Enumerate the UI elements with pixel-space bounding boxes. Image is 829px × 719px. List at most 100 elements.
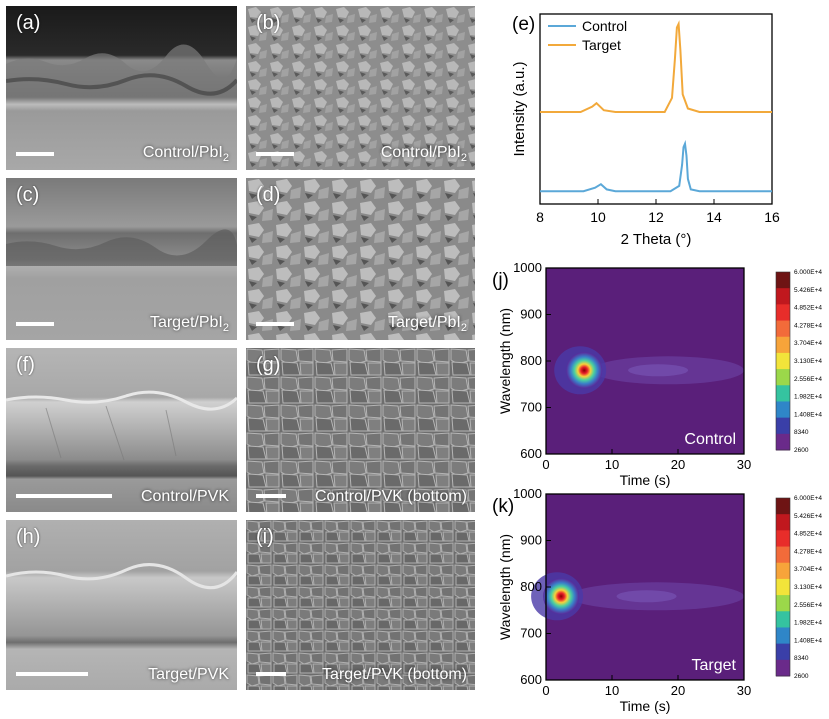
colorbar-segment [776,336,790,354]
colorbar-segment [776,433,790,451]
sem-image-g [246,348,475,512]
heatmap-annotation: Target [692,657,737,674]
colorbar-segment [776,562,790,580]
colorbar-segment [776,611,790,628]
sem-panel-b: (b) Control/PbI2 [246,6,475,170]
colorbar-tick-label: 1.982E+4 [794,620,822,627]
colorbar-segment [776,498,790,515]
colorbar-segment [776,595,790,612]
scale-bar [16,672,88,676]
panel-label: (b) [256,12,281,34]
y-tick-label: 900 [520,533,542,548]
panel-caption: Target/PVK [148,666,229,683]
scale-bar [256,494,286,498]
sem-panel-f: (f) Control/PVK [6,348,237,512]
colorbar-tick-label: 2600 [794,673,809,680]
colorbar-segment [776,369,790,386]
heatmap-target: (k) Target 0 10 20 30 600 700 800 900 1000 Time (s)… [492,488,822,714]
y-tick-label: 800 [520,579,542,594]
panel-caption: Control/PVK (bottom) [314,488,467,505]
y-tick-label: 700 [520,626,542,641]
y-tick-label: 900 [520,307,542,322]
colorbar-segment [776,385,790,402]
panel-caption: Target/PVK (bottom) [322,666,467,683]
colorbar-tick-label: 4.278E+4 [794,548,822,555]
colorbar-tick-label: 8340 [794,429,809,436]
xrd-chart: (e) Control Target 8 10 12 14 16 2 Theta (°) Inte… [511,13,780,248]
colorbar-segment [776,288,790,305]
y-tick-label: 1000 [513,262,542,275]
heatmap-control: (j) Control 0 10 20 30 600 700 800 900 1000 Time (s… [492,262,822,488]
colorbar-tick-label: 4.278E+4 [794,322,822,329]
sem-image-c [6,178,237,340]
scale-bar [256,322,294,326]
x-tick-label: 10 [605,683,619,698]
heatmap-annotation: Control [684,431,736,448]
x-tick-label: 8 [536,209,544,225]
x-tick-label: 10 [605,457,619,472]
sem-panel-c: (c) Target/PbI2 [6,178,237,340]
panel-label: (k) [492,496,514,517]
panel-caption: Control/PbI2 [142,143,229,164]
y-tick-label: 800 [520,353,542,368]
colorbar-tick-label: 5.426E+4 [794,513,822,520]
y-axis-label: Intensity (a.u.) [511,61,528,156]
x-tick-label: 0 [542,457,549,472]
colorbar-tick-label: 1.982E+4 [794,394,822,401]
scale-bar [16,494,112,498]
colorbar-segment [776,272,790,289]
sem-panel-h: (h) Target/PVK [6,520,237,690]
heatmap-tail-core [628,364,689,377]
panel-caption: Target/PbI2 [149,313,229,334]
colorbar-tick-label: 3.704E+4 [794,340,822,347]
colorbar-tick-label: 5.426E+4 [794,287,822,294]
sem-image-i [246,520,475,690]
heatmap-tail-core [616,590,677,603]
x-tick-label: 30 [737,683,751,698]
colorbar-segment [776,643,790,661]
x-axis-label: Time (s) [620,472,671,488]
panel-label: (i) [256,526,274,548]
colorbar-tick-label: 4.852E+4 [794,531,822,538]
panel-label: (h) [16,526,41,548]
y-tick-label: 700 [520,400,542,415]
sem-image-d [246,178,475,340]
x-tick-label: 20 [671,683,685,698]
sem-image-b [246,6,475,170]
colorbar-segment [776,578,790,596]
y-tick-label: 600 [520,672,542,687]
colorbar-segment [776,401,790,419]
plot-frame [539,13,773,205]
colorbar-segment [776,659,790,677]
colorbar-segment [776,530,790,548]
colorbar-tick-label: 1.408E+4 [794,411,822,418]
panel-caption: Target/PbI2 [387,313,467,334]
x-tick-label: 30 [737,457,751,472]
colorbar-tick-label: 2.556E+4 [794,376,822,383]
colorbar-segment [776,304,790,322]
y-tick-label: 1000 [513,488,542,501]
x-tick-label: 16 [764,209,780,225]
panel-label: (a) [16,12,41,34]
x-tick-label: 20 [671,457,685,472]
colorbar-segment [776,352,790,370]
heatmap-peak [566,352,603,389]
sem-panel-a: (a) Control/PbI2 [6,6,237,170]
colorbar-segment [776,627,790,645]
series-line-control [540,139,772,193]
colorbar-frame [775,271,791,451]
colorbar-frame [775,497,791,677]
sem-panel-d: (d) Target/PbI2 [246,178,475,340]
x-tick-label: 14 [706,209,722,225]
sem-image-h [6,520,237,690]
colorbar-tick-label: 4.852E+4 [794,305,822,312]
series-line-target [540,20,772,113]
scale-bar [16,322,54,326]
panel-label: (d) [256,184,281,206]
panel-label: (f) [16,354,35,376]
scale-bar [256,152,294,156]
colorbar-tick-label: 2600 [794,447,809,454]
x-axis-label: Time (s) [620,698,671,714]
colorbar-tick-label: 6.000E+4 [794,269,822,276]
y-axis-label: Wavelength (nm) [497,534,513,640]
